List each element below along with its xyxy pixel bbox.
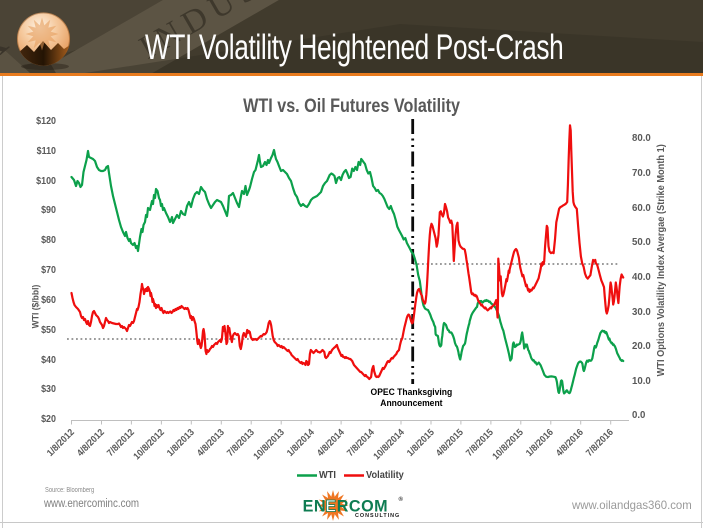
svg-text:E: E	[325, 496, 336, 515]
svg-text:RCOM: RCOM	[337, 496, 388, 515]
svg-text:CONSULTING: CONSULTING	[355, 513, 400, 519]
svg-text:®: ®	[399, 496, 404, 503]
svg-text:EN: EN	[303, 496, 326, 515]
